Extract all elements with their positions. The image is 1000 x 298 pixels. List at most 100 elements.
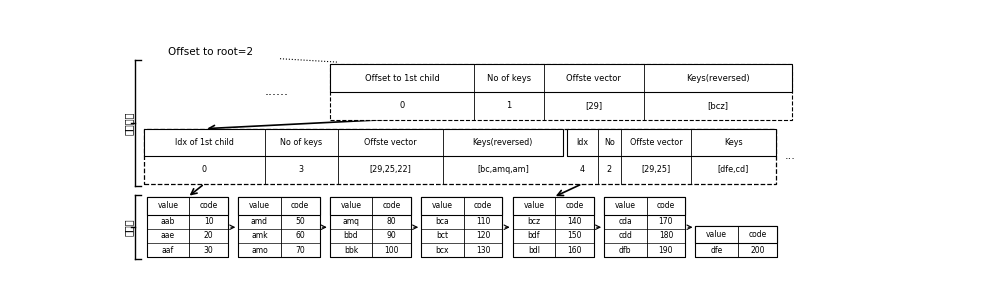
Bar xyxy=(147,197,228,215)
Text: 200: 200 xyxy=(750,246,765,254)
Text: code: code xyxy=(200,201,218,210)
Text: amo: amo xyxy=(251,246,268,254)
Text: dfe: dfe xyxy=(711,246,723,254)
Bar xyxy=(144,129,776,184)
Bar xyxy=(330,64,792,92)
Text: No of keys: No of keys xyxy=(280,138,322,147)
Text: 编码索引: 编码索引 xyxy=(124,111,134,135)
Text: bbd: bbd xyxy=(344,231,358,240)
Text: 0: 0 xyxy=(202,165,207,175)
Text: 共享叶: 共享叶 xyxy=(124,218,134,236)
Text: 130: 130 xyxy=(476,246,490,254)
Text: aab: aab xyxy=(161,217,175,226)
Text: code: code xyxy=(565,201,584,210)
Text: value: value xyxy=(615,201,636,210)
Bar xyxy=(421,197,502,257)
Text: Keys(reversed): Keys(reversed) xyxy=(686,74,750,83)
Text: Offset to root=2: Offset to root=2 xyxy=(168,47,253,57)
Text: 2: 2 xyxy=(607,165,612,175)
Text: 100: 100 xyxy=(384,246,399,254)
Text: 50: 50 xyxy=(295,217,305,226)
Text: value: value xyxy=(340,201,361,210)
Text: 150: 150 xyxy=(567,231,582,240)
Text: 160: 160 xyxy=(567,246,582,254)
Text: 170: 170 xyxy=(659,217,673,226)
Text: code: code xyxy=(657,201,675,210)
Text: 90: 90 xyxy=(387,231,396,240)
Bar xyxy=(512,197,594,257)
Text: code: code xyxy=(291,201,309,210)
Bar xyxy=(695,226,777,257)
Bar xyxy=(512,197,594,215)
Text: 140: 140 xyxy=(567,217,582,226)
Text: Offste vector: Offste vector xyxy=(364,138,417,147)
Text: 120: 120 xyxy=(476,231,490,240)
Bar xyxy=(330,197,411,257)
Text: [bcz]: [bcz] xyxy=(707,101,728,110)
Text: cda: cda xyxy=(618,217,632,226)
Text: 10: 10 xyxy=(204,217,214,226)
Text: value: value xyxy=(523,201,544,210)
Bar xyxy=(238,197,320,215)
Text: dfb: dfb xyxy=(619,246,632,254)
Text: 180: 180 xyxy=(659,231,673,240)
Bar xyxy=(604,197,685,215)
Text: value: value xyxy=(706,230,727,239)
Text: 70: 70 xyxy=(295,246,305,254)
Text: aae: aae xyxy=(161,231,175,240)
Text: 0: 0 xyxy=(399,101,405,110)
Bar xyxy=(330,197,411,215)
Text: No: No xyxy=(604,138,615,147)
Text: bcz: bcz xyxy=(527,217,540,226)
Bar xyxy=(421,197,502,215)
Text: cdd: cdd xyxy=(618,231,632,240)
Bar xyxy=(330,64,792,119)
Bar xyxy=(147,197,228,257)
Text: [29,25,22]: [29,25,22] xyxy=(370,165,411,175)
Text: code: code xyxy=(748,230,767,239)
Text: bdl: bdl xyxy=(528,246,540,254)
Text: [29,25]: [29,25] xyxy=(641,165,671,175)
Text: aaf: aaf xyxy=(162,246,174,254)
Text: value: value xyxy=(249,201,270,210)
Text: [bc,amq,am]: [bc,amq,am] xyxy=(477,165,529,175)
Text: bca: bca xyxy=(435,217,449,226)
Text: 20: 20 xyxy=(204,231,214,240)
Text: amd: amd xyxy=(251,217,268,226)
Text: No of keys: No of keys xyxy=(487,74,531,83)
Text: 60: 60 xyxy=(295,231,305,240)
Text: amk: amk xyxy=(251,231,268,240)
Text: bcx: bcx xyxy=(436,246,449,254)
Text: amq: amq xyxy=(342,217,359,226)
Text: [29]: [29] xyxy=(585,101,602,110)
Text: 110: 110 xyxy=(476,217,490,226)
Bar xyxy=(567,129,776,156)
Text: value: value xyxy=(432,201,453,210)
Bar xyxy=(144,129,563,156)
Text: Idx of 1st child: Idx of 1st child xyxy=(175,138,234,147)
Text: 190: 190 xyxy=(659,246,673,254)
Text: Keys: Keys xyxy=(724,138,743,147)
Text: bdf: bdf xyxy=(528,231,540,240)
Text: code: code xyxy=(474,201,492,210)
Bar xyxy=(604,197,685,257)
Text: 80: 80 xyxy=(387,217,396,226)
Bar xyxy=(695,226,777,243)
Bar xyxy=(238,197,320,257)
Text: [dfe,cd]: [dfe,cd] xyxy=(718,165,749,175)
Text: code: code xyxy=(382,201,401,210)
Text: Offste vector: Offste vector xyxy=(566,74,621,83)
Text: ...: ... xyxy=(785,151,795,161)
Text: Offset to 1st child: Offset to 1st child xyxy=(365,74,439,83)
Text: 1: 1 xyxy=(506,101,511,110)
Text: Offste vector: Offste vector xyxy=(630,138,682,147)
Text: 4: 4 xyxy=(580,165,585,175)
Text: 30: 30 xyxy=(204,246,214,254)
Text: Keys(reversed): Keys(reversed) xyxy=(473,138,533,147)
Text: value: value xyxy=(158,201,179,210)
Text: bbk: bbk xyxy=(344,246,358,254)
Text: 3: 3 xyxy=(299,165,304,175)
Text: bct: bct xyxy=(436,231,448,240)
Text: Idx: Idx xyxy=(576,138,588,147)
Text: ......: ...... xyxy=(264,86,288,98)
